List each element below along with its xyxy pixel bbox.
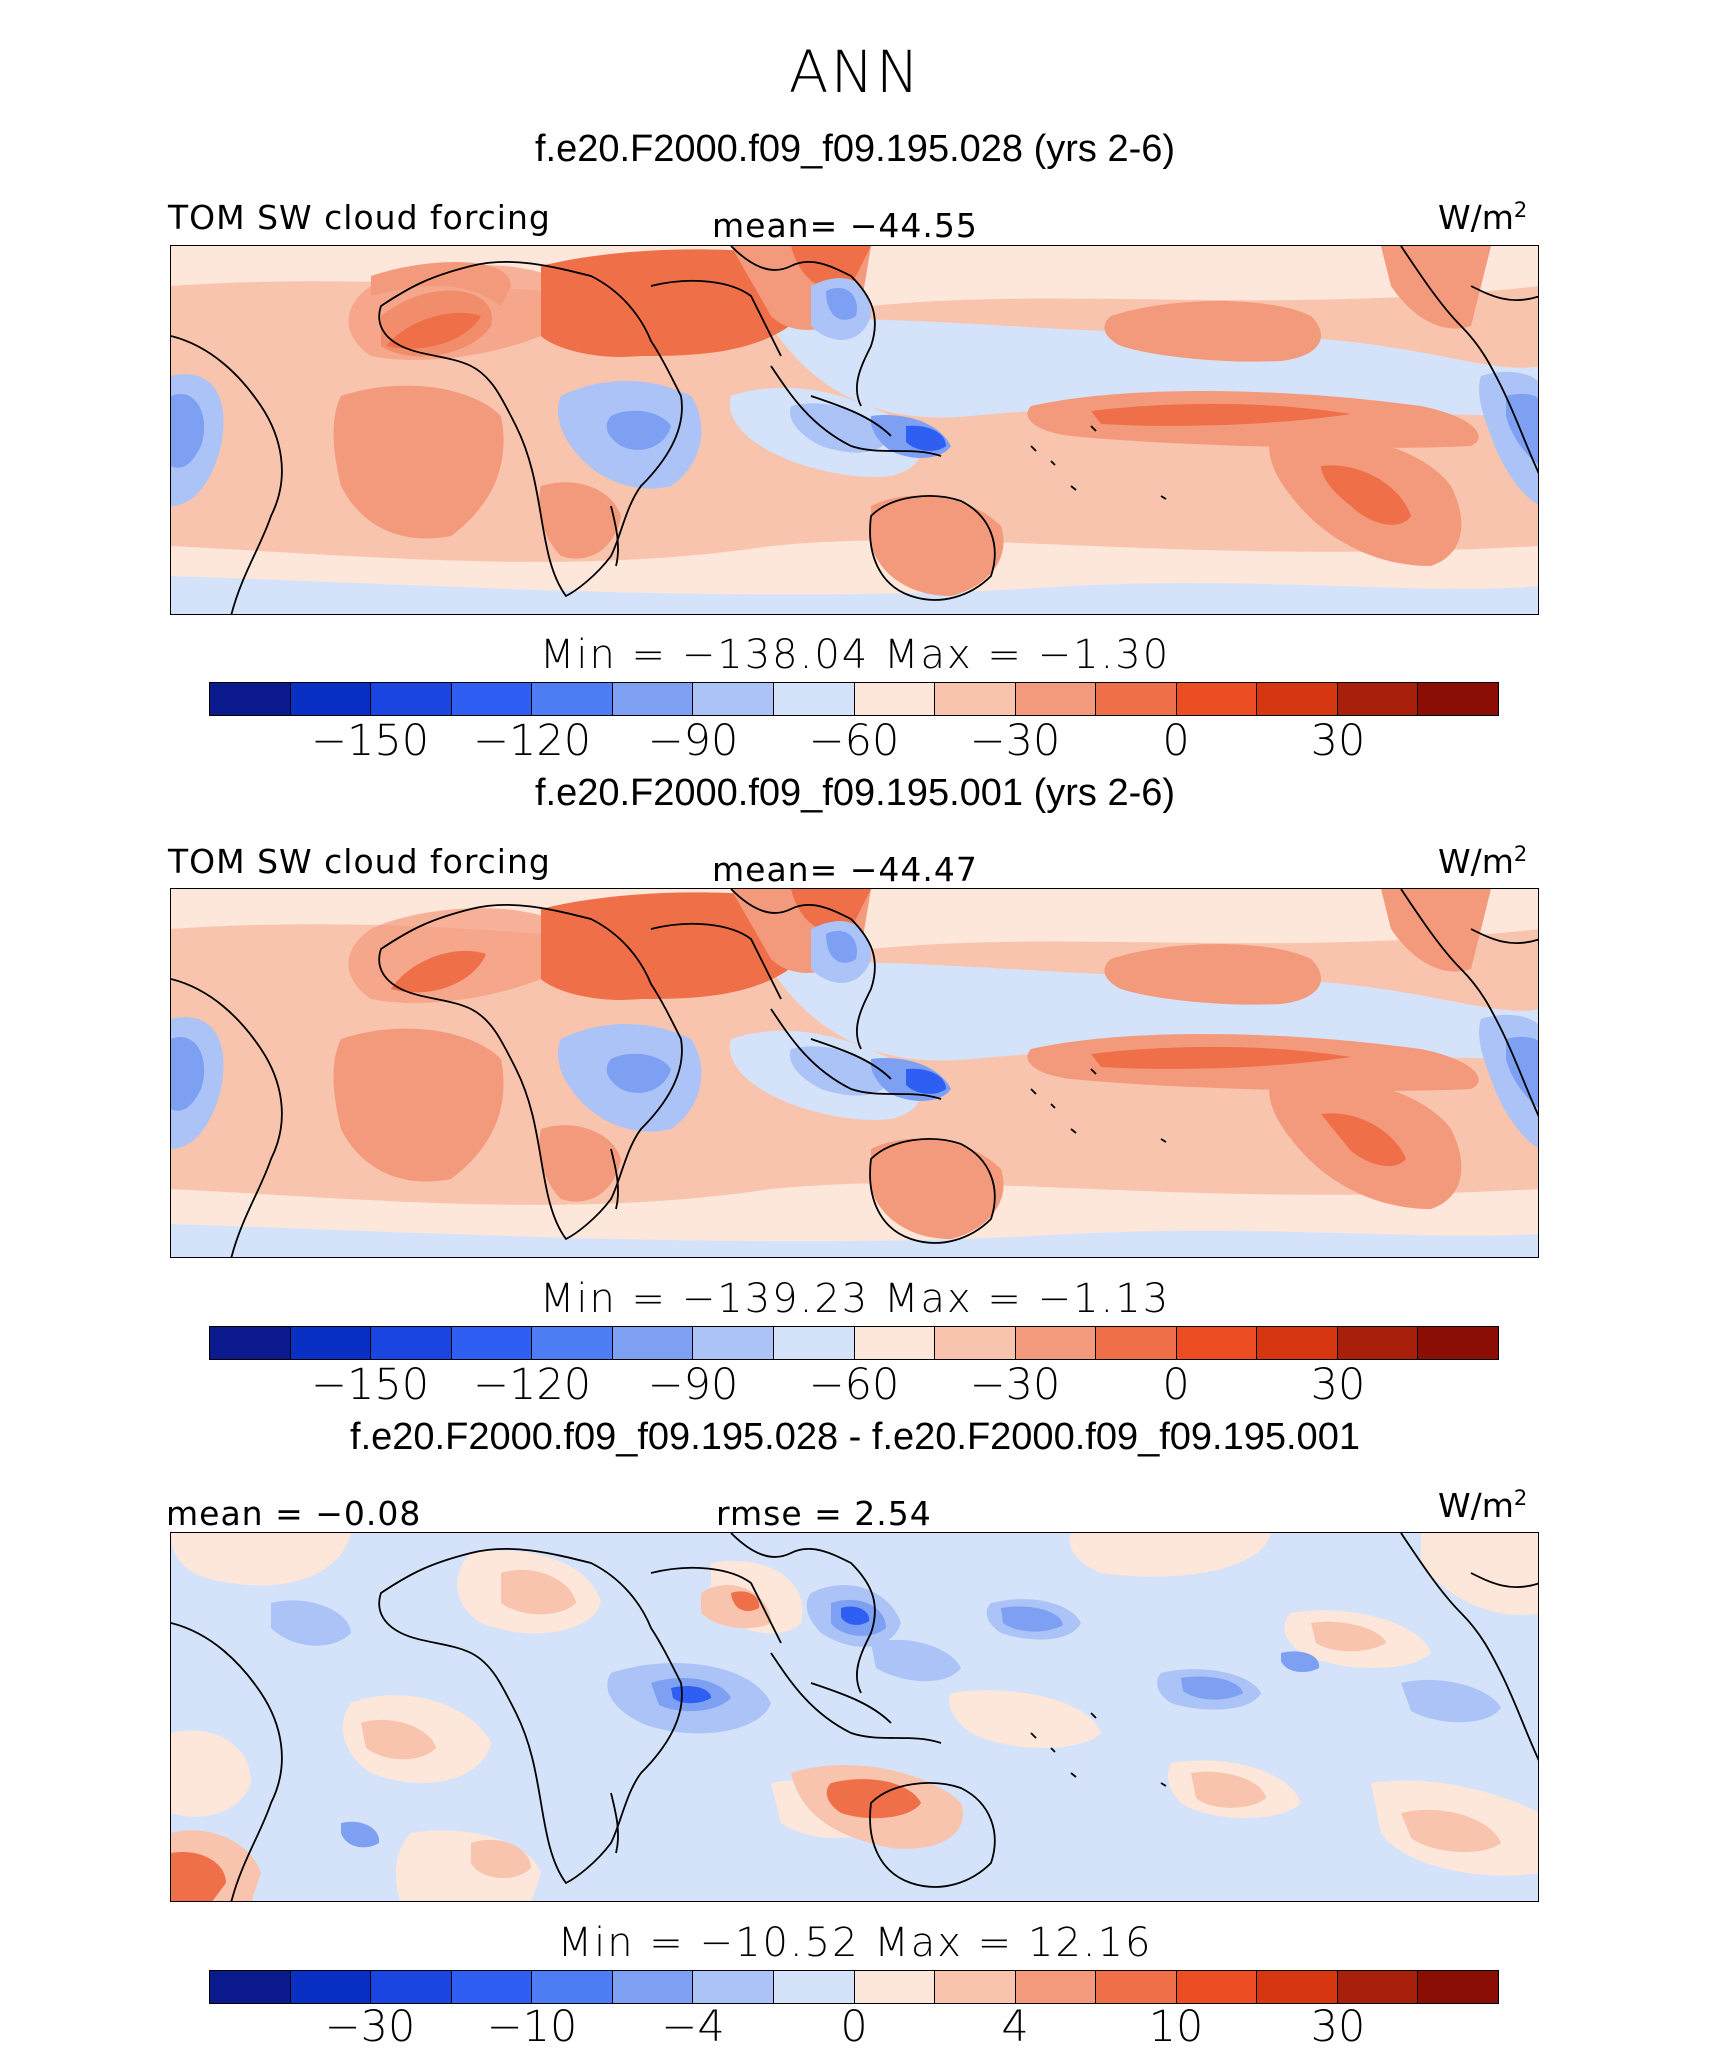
colorbar-swatch: [371, 1327, 452, 1359]
colorbar-swatch: [1418, 1971, 1498, 2003]
colorbar-swatch: [210, 1327, 291, 1359]
colorbar-tick-label: −30: [969, 716, 1061, 766]
panel-2-map: [170, 888, 1539, 1258]
colorbar-tick-label: −90: [647, 716, 739, 766]
colorbar-swatch: [1096, 1971, 1177, 2003]
colorbar-swatch: [1015, 1971, 1097, 2003]
colorbar-swatch: [1418, 683, 1498, 715]
colorbar-swatch: [532, 683, 613, 715]
colorbar-swatch: [1176, 1971, 1258, 2003]
colorbar-swatch: [210, 1971, 291, 2003]
colorbar-swatch: [1257, 1971, 1338, 2003]
colorbar-swatch: [1096, 1327, 1177, 1359]
colorbar-swatch: [1418, 1327, 1498, 1359]
colorbar-swatch: [773, 1971, 855, 2003]
colorbar-swatch: [1176, 1327, 1258, 1359]
colorbar-swatch: [935, 1971, 1016, 2003]
panel-2-title: f.e20.F2000.f09_f09.195.001 (yrs 2-6): [534, 772, 1176, 814]
colorbar-swatch: [451, 683, 533, 715]
colorbar-tick-label: −120: [472, 1360, 592, 1410]
colorbar-swatch: [451, 1327, 533, 1359]
panel-2-mean-label: mean= −44.47: [712, 850, 978, 889]
colorbar-swatch: [210, 683, 291, 715]
panel-3-mean-label: mean = −0.08: [166, 1494, 422, 1533]
colorbar-swatch: [290, 1971, 372, 2003]
colorbar-tick-label: −150: [310, 1360, 430, 1410]
panel-3-map: [170, 1532, 1539, 1902]
colorbar-swatch: [1337, 1971, 1419, 2003]
colorbar-swatch: [371, 1971, 452, 2003]
colorbar-swatch: [935, 1327, 1016, 1359]
colorbar-tick-label: 10: [1148, 2002, 1204, 2052]
colorbar-swatch: [693, 683, 774, 715]
colorbar-swatch: [1337, 1327, 1419, 1359]
colorbar-tick-label: 0: [1162, 1360, 1190, 1410]
colorbar-swatch: [612, 1971, 694, 2003]
panel-1-mean-label: mean= −44.55: [712, 206, 978, 245]
colorbar-swatch: [290, 1327, 372, 1359]
colorbar-tick-label: 30: [1310, 2002, 1366, 2052]
colorbar-swatch: [290, 683, 372, 715]
panel-3-colorbar: [209, 1970, 1499, 2004]
colorbar-swatch: [1257, 683, 1338, 715]
colorbar-swatch: [935, 683, 1016, 715]
panel-1-minmax-label: Min = −138.04 Max = −1.30: [539, 632, 1171, 678]
colorbar-swatch: [371, 683, 452, 715]
colorbar-swatch: [451, 1971, 533, 2003]
figure-title: ANN: [788, 38, 922, 106]
colorbar-tick-label: 0: [1162, 716, 1190, 766]
colorbar-swatch: [773, 1327, 855, 1359]
colorbar-swatch: [1096, 683, 1177, 715]
panel-1-colorbar: [209, 682, 1499, 716]
colorbar-tick-label: −90: [647, 1360, 739, 1410]
panel-1-colorbar-ticks: −150 −120 −90 −60 −30 0 30: [0, 716, 1710, 766]
colorbar-tick-label: −150: [310, 716, 430, 766]
panel-2-colorbar: [209, 1326, 1499, 1360]
colorbar-tick-label: 30: [1310, 716, 1366, 766]
colorbar-tick-label: 30: [1310, 1360, 1366, 1410]
panel-3-title: f.e20.F2000.f09_f09.195.028 - f.e20.F200…: [350, 1416, 1360, 1458]
colorbar-swatch: [532, 1327, 613, 1359]
colorbar-swatch: [854, 1971, 936, 2003]
panel-2-variable-label: TOM SW cloud forcing: [168, 842, 551, 881]
colorbar-swatch: [693, 1971, 774, 2003]
colorbar-swatch: [1257, 1327, 1338, 1359]
colorbar-swatch: [612, 683, 694, 715]
colorbar-tick-label: −30: [324, 2002, 416, 2052]
panel-3-minmax-label: Min = −10.52 Max = 12.16: [557, 1920, 1153, 1966]
colorbar-tick-label: −10: [486, 2002, 578, 2052]
colorbar-tick-label: 4: [1001, 2002, 1029, 2052]
colorbar-tick-label: −120: [472, 716, 592, 766]
colorbar-swatch: [693, 1327, 774, 1359]
panel-3-rmse-label: rmse = 2.54: [716, 1494, 932, 1533]
colorbar-swatch: [773, 683, 855, 715]
panel-2-units-label: W/m2: [1438, 842, 1528, 881]
colorbar-swatch: [854, 1327, 936, 1359]
panel-2-colorbar-ticks: −150 −120 −90 −60 −30 0 30: [0, 1360, 1710, 1410]
colorbar-swatch: [612, 1327, 694, 1359]
colorbar-swatch: [1337, 683, 1419, 715]
colorbar-swatch: [1015, 683, 1097, 715]
panel-1-map: [170, 245, 1539, 615]
colorbar-swatch: [1015, 1327, 1097, 1359]
colorbar-tick-label: −30: [969, 1360, 1061, 1410]
colorbar-swatch: [854, 683, 936, 715]
colorbar-swatch: [532, 1971, 613, 2003]
panel-2-minmax-label: Min = −139.23 Max = −1.13: [539, 1276, 1171, 1322]
colorbar-tick-label: −60: [808, 716, 900, 766]
panel-1-units-label: W/m2: [1438, 198, 1528, 237]
panel-1-variable-label: TOM SW cloud forcing: [168, 198, 551, 237]
colorbar-tick-label: −60: [808, 1360, 900, 1410]
colorbar-swatch: [1176, 683, 1258, 715]
panel-3-colorbar-ticks: −30 −10 −4 0 4 10 30: [0, 2002, 1710, 2052]
panel-1-title: f.e20.F2000.f09_f09.195.028 (yrs 2-6): [534, 128, 1176, 170]
colorbar-tick-label: −4: [661, 2002, 725, 2052]
panel-3-units-label: W/m2: [1438, 1486, 1528, 1525]
colorbar-tick-label: 0: [840, 2002, 868, 2052]
